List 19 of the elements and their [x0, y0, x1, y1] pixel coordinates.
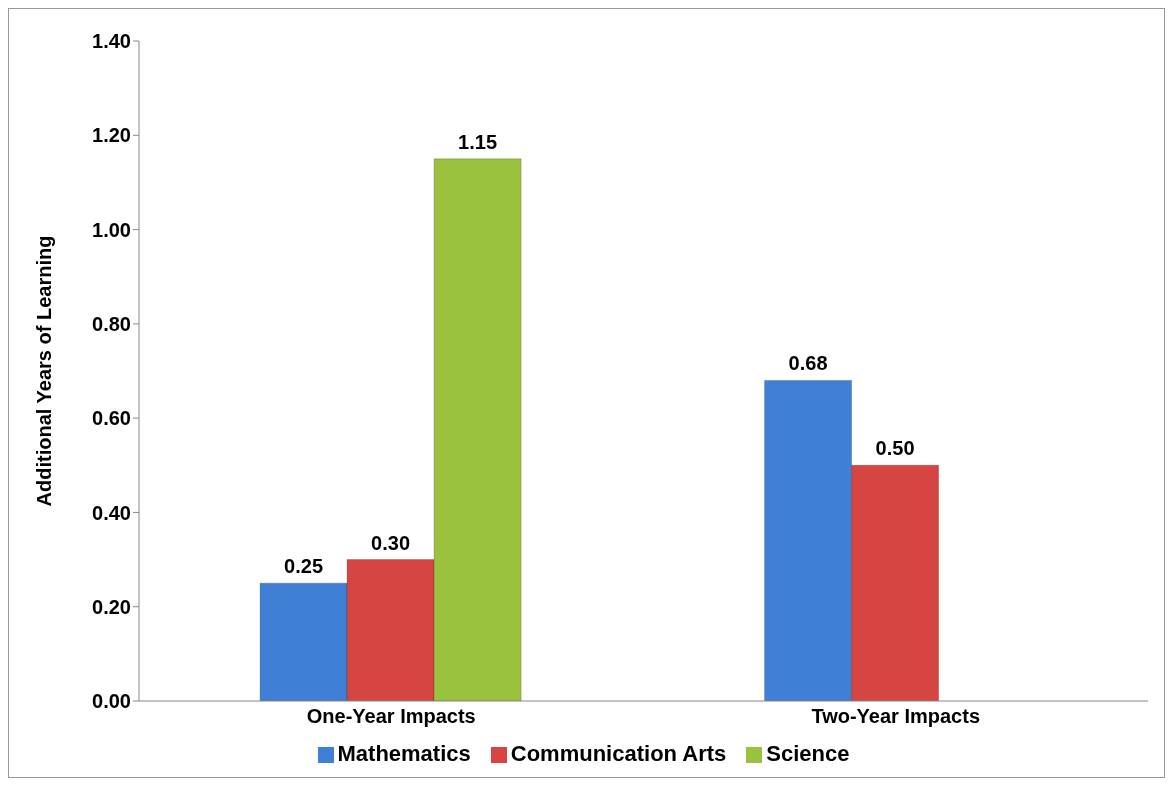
data-label: 0.50: [875, 437, 915, 460]
y-tick-label: 0.00: [92, 690, 131, 713]
y-tick-label: 1.40: [92, 30, 131, 53]
y-tick-label: 1.00: [92, 218, 131, 241]
y-tick-label: 0.60: [92, 407, 131, 430]
y-tick-label: 0.40: [92, 501, 131, 524]
legend-label: Communication Arts: [510, 741, 727, 766]
data-label: 0.25: [284, 555, 324, 578]
y-tick-label: 0.80: [92, 312, 131, 335]
legend-label: Science: [766, 741, 850, 766]
data-label: 1.15: [458, 130, 498, 153]
y-axis-title: Additional Years of Learning: [33, 235, 56, 507]
data-label: 0.30: [371, 531, 411, 554]
x-tick-label: One-Year Impacts: [306, 705, 476, 728]
y-tick-label: 0.20: [92, 595, 131, 618]
data-label: 0.68: [788, 352, 828, 375]
x-tick-label: Two-Year Impacts: [811, 705, 981, 728]
y-tick-label: 1.20: [92, 124, 131, 147]
legend-label: Mathematics: [337, 741, 471, 766]
